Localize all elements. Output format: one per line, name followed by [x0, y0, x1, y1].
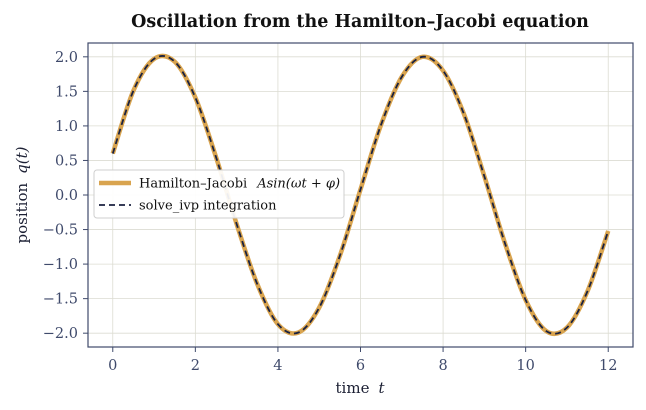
- y-tick-label: 0.5: [55, 153, 78, 169]
- x-tick-label: 0: [108, 358, 117, 374]
- x-tick-label: 8: [438, 358, 447, 374]
- chart-title: Oscillation from the Hamilton–Jacobi equ…: [131, 12, 589, 32]
- x-axis-label: time t: [336, 379, 386, 397]
- x-tick-label: 4: [273, 358, 282, 374]
- y-tick-label: 1.0: [55, 119, 78, 135]
- y-tick-label: 2.0: [55, 50, 78, 66]
- x-tick-label: 6: [356, 358, 365, 374]
- x-axis-label-symbol: t: [378, 379, 385, 397]
- series-group: [110, 53, 611, 337]
- legend-box: [93, 169, 345, 219]
- x-axis-label-text: time: [336, 379, 370, 397]
- y-axis-label-text: position: [13, 183, 31, 244]
- y-axis-label-symbol: q(t): [13, 146, 31, 173]
- x-tick-label: 10: [516, 358, 534, 374]
- y-tick-label: −2.0: [43, 326, 78, 342]
- legend-hj-label: Hamilton–Jacobi Asin(ωt + φ): [139, 177, 340, 192]
- legend-hj-formula: Asin(ωt + φ): [256, 177, 340, 192]
- series-solve-ivp-line: [111, 55, 610, 335]
- axis-ticks: 0 2 4 6 8 10 12 2.0 1.5 1.0 0.5 0.0 −0.5 −1.0 −1.5 −2.0: [43, 50, 618, 374]
- y-tick-label: −1.0: [43, 257, 78, 273]
- x-tick-label: 12: [599, 358, 617, 374]
- legend: Hamilton–Jacobi Asin(ωt + φ) solve_ivp in…: [93, 169, 345, 219]
- y-axis-label: position q(t): [13, 146, 31, 243]
- x-tick-label: 2: [191, 358, 200, 374]
- legend-hj-name: Hamilton–Jacobi: [139, 177, 247, 192]
- y-tick-label: −1.5: [43, 292, 78, 308]
- y-tick-label: 0.0: [55, 188, 78, 204]
- y-tick-label: 1.5: [55, 84, 78, 100]
- legend-ivp-label: solve_ivp integration: [139, 199, 277, 214]
- y-tick-label: −0.5: [43, 223, 78, 239]
